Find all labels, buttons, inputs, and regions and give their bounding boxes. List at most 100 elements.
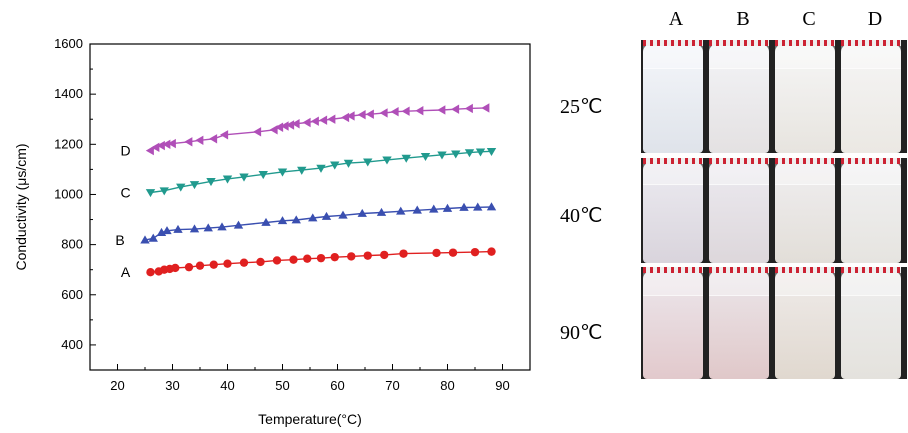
data-point xyxy=(291,215,301,224)
data-point xyxy=(327,114,336,124)
data-point xyxy=(365,109,374,119)
series-layer xyxy=(140,103,497,277)
data-point xyxy=(176,183,186,192)
y-tick-label: 400 xyxy=(61,337,83,352)
data-point xyxy=(347,252,356,261)
data-point xyxy=(140,235,150,244)
photo-col-label-b: B xyxy=(736,8,750,30)
x-axis-title: Temperature(°C) xyxy=(258,411,362,427)
data-point xyxy=(486,147,497,157)
vial-a-25c xyxy=(643,44,703,153)
data-point xyxy=(437,105,446,115)
photo-row-label-25c: 25℃ xyxy=(560,96,603,118)
data-point xyxy=(451,150,461,159)
data-point xyxy=(233,220,244,229)
data-point xyxy=(429,204,439,213)
data-point xyxy=(412,205,422,214)
x-tick-label: 70 xyxy=(385,378,399,393)
data-point xyxy=(189,181,200,190)
series-b xyxy=(140,202,497,244)
data-point xyxy=(415,106,424,116)
data-point xyxy=(275,122,284,132)
vial-a-40c xyxy=(643,162,703,263)
vial-c-25c xyxy=(775,44,835,153)
data-point xyxy=(148,233,158,242)
data-point xyxy=(357,208,367,217)
vial-c-40c xyxy=(775,162,835,263)
data-point xyxy=(209,260,218,269)
data-point xyxy=(380,250,389,260)
vial-photo-40c xyxy=(641,158,907,263)
series-label-layer: AB C D xyxy=(115,143,131,281)
vial-a-90c xyxy=(643,271,703,379)
x-tick-label: 80 xyxy=(440,378,454,393)
vial-b-40c xyxy=(709,162,769,263)
data-point xyxy=(195,135,204,145)
data-point xyxy=(223,259,232,268)
data-point xyxy=(487,247,496,256)
vial-d-40c xyxy=(841,162,901,263)
data-point xyxy=(203,223,213,232)
photo-row-label-90c: 90℃ xyxy=(560,322,603,344)
x-tick-label: 50 xyxy=(275,378,289,393)
x-tick-label: 60 xyxy=(330,378,344,393)
conductivity-chart: 20 30 40 50 60 70 80 90 400 600 800 1000 1200 1400 16… xyxy=(13,36,531,427)
data-point xyxy=(432,248,441,258)
data-point xyxy=(390,107,399,117)
data-point xyxy=(473,202,483,211)
data-point xyxy=(261,217,271,226)
data-point xyxy=(206,178,216,187)
photo-col-label-a: A xyxy=(668,8,684,30)
data-point xyxy=(253,127,262,137)
data-point xyxy=(451,104,460,114)
data-point xyxy=(481,103,490,113)
data-point xyxy=(379,108,388,118)
y-tick-label: 1200 xyxy=(54,136,83,151)
x-tick-label: 20 xyxy=(110,378,124,393)
y-tick-label: 1400 xyxy=(54,86,83,101)
data-point xyxy=(195,261,205,270)
data-point xyxy=(321,211,332,220)
x-tick-label: 30 xyxy=(165,378,179,393)
data-point xyxy=(437,151,447,160)
data-point xyxy=(146,268,155,277)
data-point xyxy=(343,159,354,168)
data-point xyxy=(162,226,172,235)
data-point xyxy=(357,110,366,120)
data-point xyxy=(302,117,311,128)
data-point xyxy=(167,138,176,149)
vial-d-90c xyxy=(841,271,901,379)
vial-b-90c xyxy=(709,271,769,379)
data-point xyxy=(396,206,406,215)
x-tick-label: 90 xyxy=(495,378,509,393)
data-point xyxy=(171,263,180,273)
series-d xyxy=(145,103,490,156)
vial-photo-25c xyxy=(641,40,907,153)
x-tick-label: 40 xyxy=(220,378,234,393)
data-point xyxy=(297,166,307,175)
data-point xyxy=(338,210,348,219)
series-line xyxy=(144,206,492,241)
data-point xyxy=(286,120,295,130)
data-point xyxy=(184,262,194,272)
vial-photo-90c xyxy=(641,267,907,379)
data-point xyxy=(162,139,171,150)
data-point xyxy=(289,255,298,264)
data-point xyxy=(239,173,249,182)
y-axis: 400 600 800 1000 1200 1400 1600 xyxy=(54,36,96,371)
photo-col-label-d: D xyxy=(867,8,883,30)
vial-c-90c xyxy=(775,271,835,379)
series-label: C xyxy=(120,184,130,200)
data-point xyxy=(222,175,233,184)
data-point xyxy=(145,189,156,198)
y-tick-label: 800 xyxy=(61,237,83,252)
data-point xyxy=(256,257,265,267)
data-point xyxy=(420,152,431,162)
data-point xyxy=(189,224,200,233)
data-point xyxy=(442,203,453,212)
data-point xyxy=(277,216,288,225)
series-label: D xyxy=(120,143,130,159)
data-point xyxy=(156,140,165,151)
data-point xyxy=(303,254,312,263)
data-point xyxy=(459,202,469,211)
